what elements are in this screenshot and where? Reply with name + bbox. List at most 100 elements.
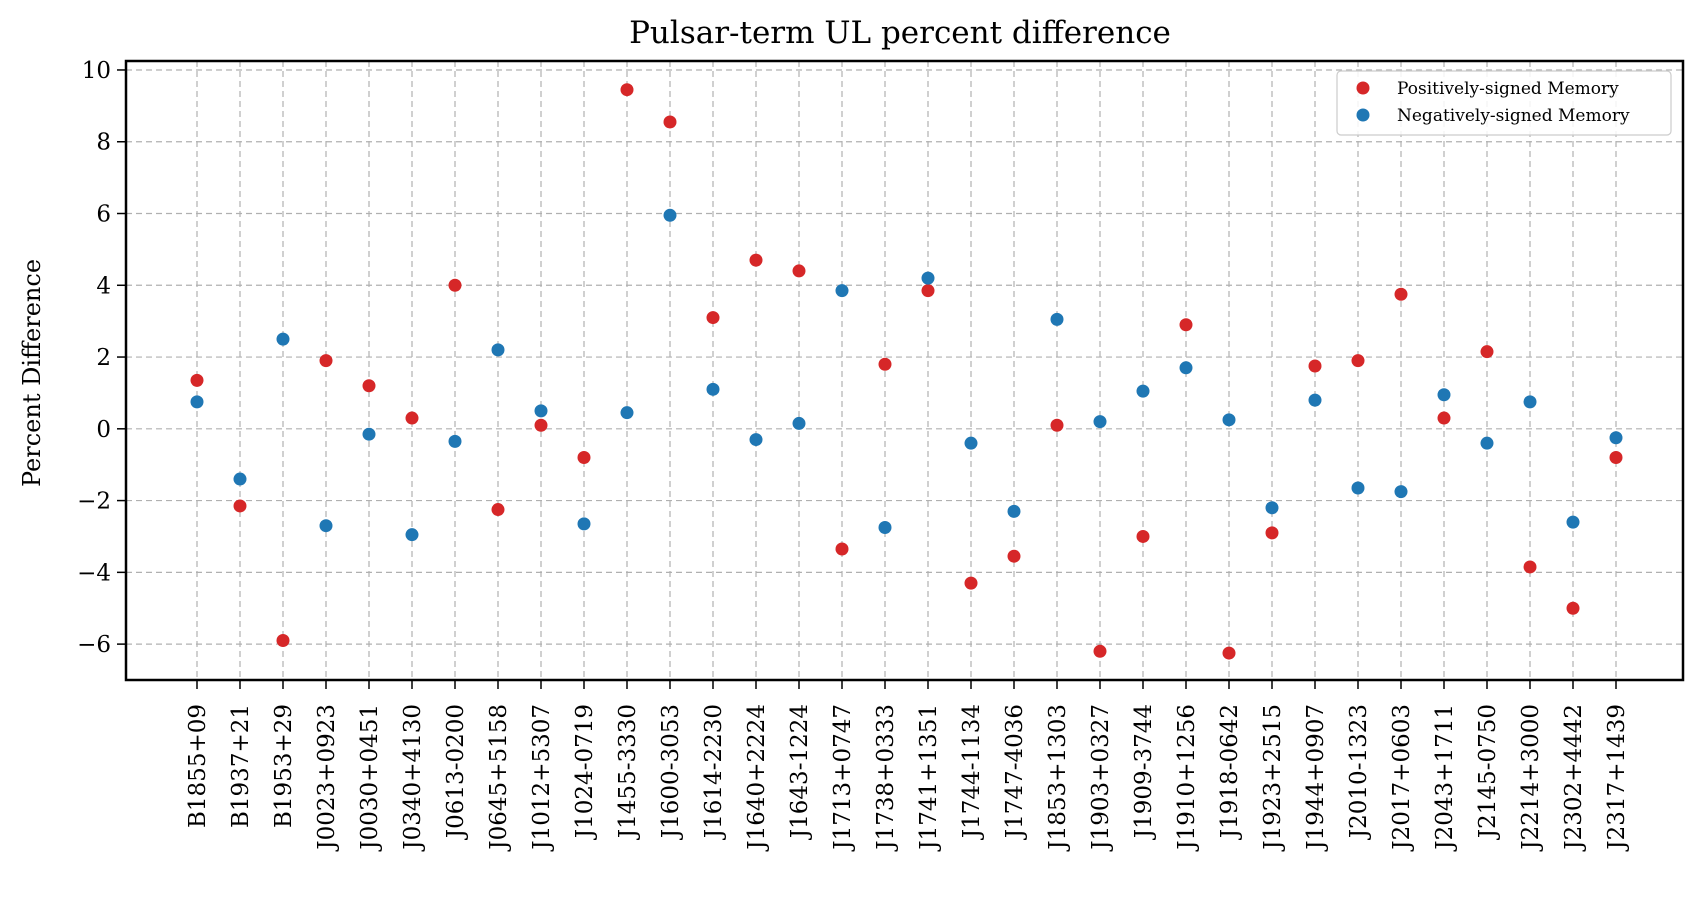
- y-tick-label: 4: [96, 273, 111, 299]
- plot-area-frame: [124, 59, 1685, 682]
- positive-memory-point: [1222, 646, 1236, 660]
- positive-memory-point: [749, 253, 763, 267]
- negative-memory-point: [448, 434, 462, 448]
- x-tick-label: J1909-3744: [1131, 704, 1157, 840]
- negative-memory-point: [792, 416, 806, 430]
- x-tick-label: J0340+4130: [400, 704, 426, 852]
- y-tick-label: −2: [77, 489, 111, 515]
- negative-memory-point: [405, 528, 419, 542]
- x-tick-label: J2317+1439: [1604, 704, 1630, 852]
- positive-memory-point: [190, 373, 204, 387]
- x-tick-label: J2010-1323: [1346, 704, 1372, 840]
- negative-memory-point: [964, 436, 978, 450]
- y-tick-label: 0: [96, 417, 111, 443]
- negative-memory-point: [878, 520, 892, 534]
- legend-marker-positive: [1356, 81, 1370, 95]
- positive-memory-point: [1609, 451, 1623, 465]
- chart-title: Pulsar-term UL percent difference: [629, 15, 1171, 51]
- positive-memory-point: [663, 115, 677, 129]
- y-tick-label: 2: [96, 345, 111, 371]
- negative-memory-point: [1136, 384, 1150, 398]
- x-tick-label: J2214+3000: [1518, 704, 1544, 852]
- x-tick-label: B1855+09: [185, 704, 211, 828]
- negative-memory-point: [921, 271, 935, 285]
- negative-memory-point: [1007, 504, 1021, 518]
- negative-memory-point: [1523, 395, 1537, 409]
- negative-memory-point: [1050, 312, 1064, 326]
- x-tick-label: J1738+0333: [873, 704, 899, 852]
- positive-memory-point: [1351, 354, 1365, 368]
- negative-memory-point: [491, 343, 505, 357]
- x-tick-label: J2302+4442: [1561, 704, 1587, 852]
- positive-memory-point: [921, 284, 935, 298]
- negative-memory-point: [1394, 485, 1408, 499]
- negative-memory-point: [233, 472, 247, 486]
- x-tick-label: J1713+0747: [830, 704, 856, 852]
- x-tick-label: J2017+0603: [1389, 704, 1415, 852]
- negative-memory-point: [749, 433, 763, 447]
- y-tick-label: −4: [77, 560, 111, 586]
- x-tick-label: J0030+0451: [357, 704, 383, 852]
- positive-memory-point: [878, 357, 892, 371]
- grid-lines: [126, 61, 1683, 680]
- x-tick-label: J1944+0907: [1303, 704, 1329, 852]
- x-tick-label: J1012+5307: [529, 704, 555, 852]
- positive-memory-point: [1007, 549, 1021, 563]
- positive-memory-point: [448, 278, 462, 292]
- x-tick-label: J1643-1224: [787, 704, 813, 840]
- positive-memory-point: [319, 354, 333, 368]
- positive-memory-point: [792, 264, 806, 278]
- x-tick-label: J1614-2230: [701, 704, 727, 840]
- positive-memory-point: [233, 499, 247, 513]
- positive-memory-point: [1480, 345, 1494, 359]
- positive-memory-point: [577, 451, 591, 465]
- x-tick-label: J2145-0750: [1475, 704, 1501, 840]
- positive-memory-point: [276, 634, 290, 648]
- negative-memory-point: [835, 284, 849, 298]
- legend-label-positive: Positively-signed Memory: [1397, 79, 1619, 99]
- data-points: [190, 83, 1623, 660]
- y-tick-label: −6: [77, 632, 111, 658]
- negative-memory-point: [1179, 361, 1193, 375]
- negative-memory-point: [663, 208, 677, 222]
- x-tick-label: J0613-0200: [443, 704, 469, 840]
- positive-memory-point: [1093, 644, 1107, 658]
- negative-memory-point: [190, 395, 204, 409]
- y-tick-label: 10: [82, 58, 111, 84]
- axis-ticks: B1855+09 B1937+21 B1953+29 J0023+0923 J0030+…: [77, 58, 1630, 852]
- positive-memory-point: [964, 576, 978, 590]
- negative-memory-point: [620, 406, 634, 420]
- positive-memory-point: [534, 418, 548, 432]
- x-tick-label: J1600-3053: [658, 704, 684, 840]
- x-tick-label: J1455-3330: [615, 704, 641, 840]
- x-tick-label: B1953+29: [271, 704, 297, 828]
- negative-memory-point: [1609, 431, 1623, 445]
- negative-memory-point: [706, 382, 720, 396]
- negative-memory-point: [534, 404, 548, 418]
- positive-memory-point: [1136, 529, 1150, 543]
- positive-memory-point: [1265, 526, 1279, 540]
- x-tick-label: J1923+2515: [1260, 704, 1286, 852]
- x-tick-label: J1024-0719: [572, 704, 598, 840]
- positive-memory-point: [1523, 560, 1537, 574]
- x-tick-label: J1853+1303: [1045, 704, 1071, 852]
- positive-memory-point: [362, 379, 376, 393]
- positive-memory-point: [835, 542, 849, 556]
- x-tick-label: J1744-1134: [959, 704, 985, 840]
- negative-memory-point: [1308, 393, 1322, 407]
- positive-memory-point: [1179, 318, 1193, 332]
- negative-memory-point: [276, 332, 290, 346]
- positive-memory-point: [405, 411, 419, 425]
- x-tick-label: J0645+5158: [486, 704, 512, 852]
- y-tick-label: 6: [96, 202, 111, 228]
- x-tick-label: J1741+1351: [916, 704, 942, 852]
- negative-memory-point: [1093, 415, 1107, 429]
- negative-memory-point: [1437, 388, 1451, 402]
- positive-memory-point: [1050, 418, 1064, 432]
- negative-memory-point: [1265, 501, 1279, 515]
- positive-memory-point: [491, 503, 505, 517]
- x-tick-label: J1903+0327: [1088, 704, 1114, 852]
- x-tick-label: B1937+21: [228, 704, 254, 828]
- positive-memory-point: [1437, 411, 1451, 425]
